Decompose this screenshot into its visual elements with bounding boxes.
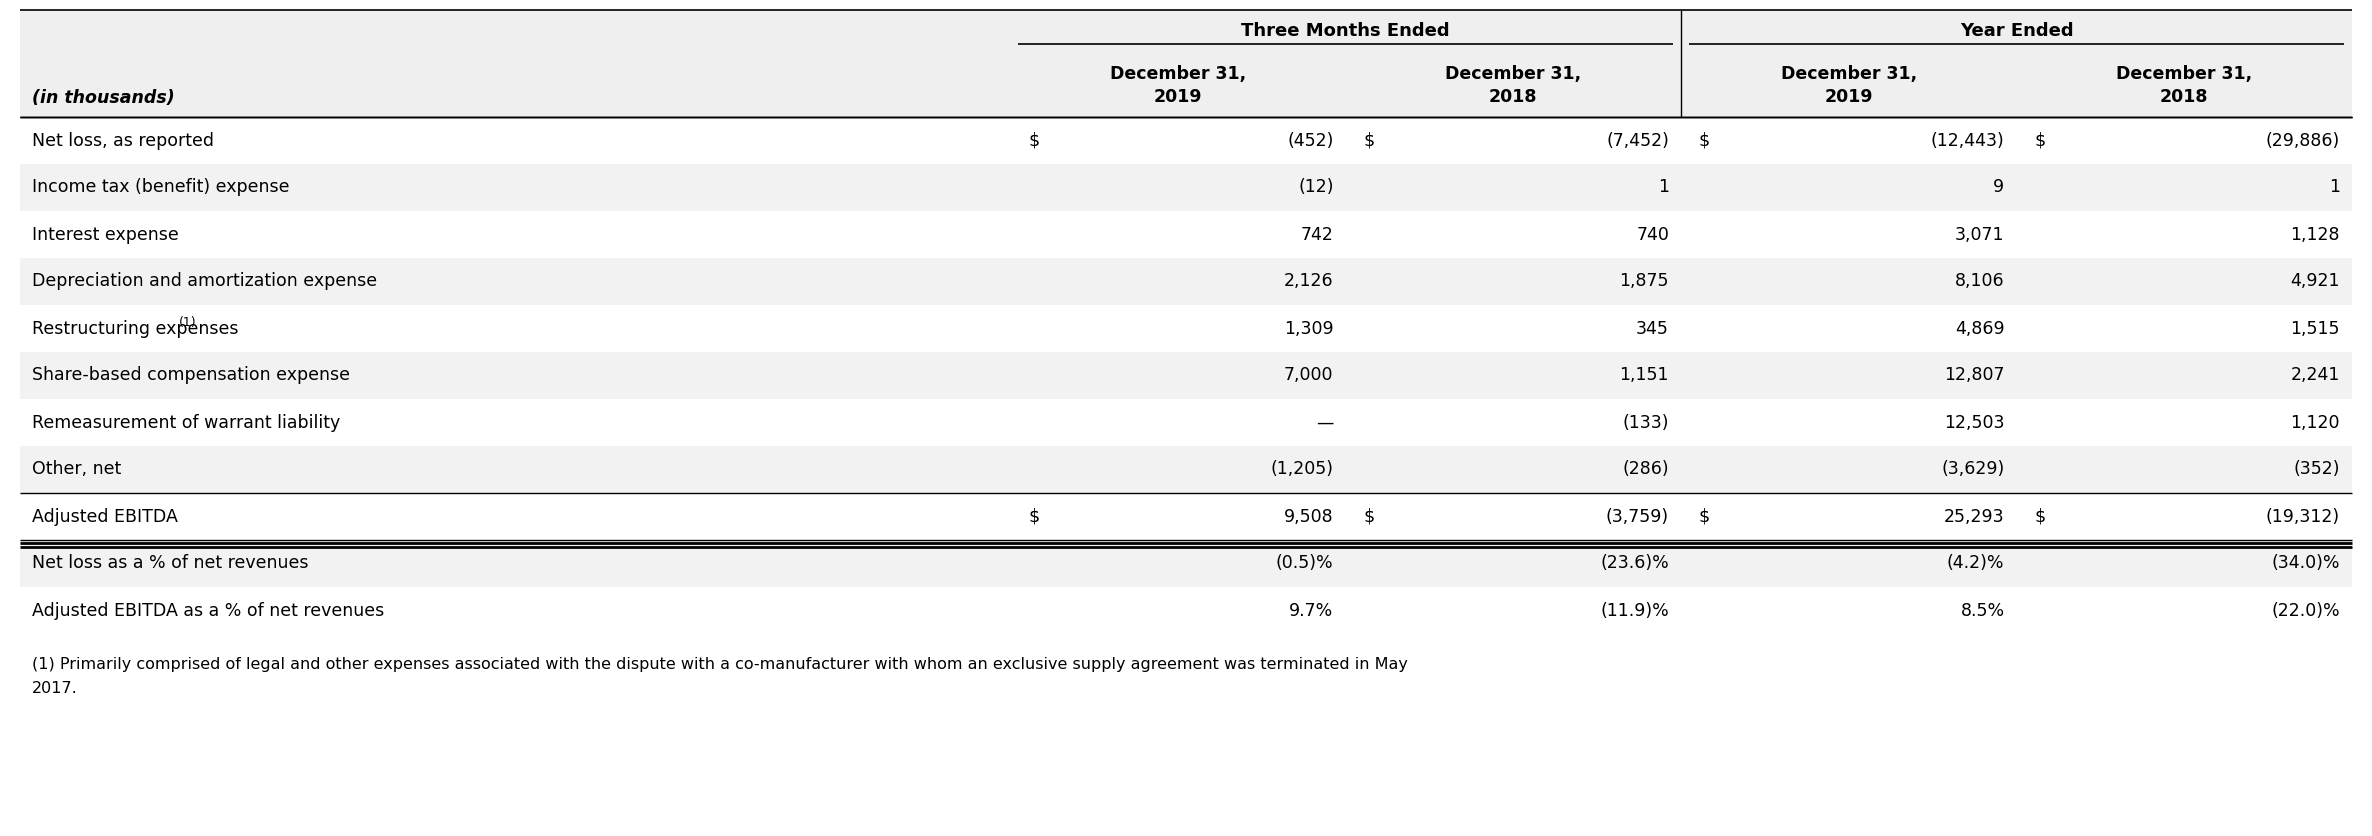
Text: (3,629): (3,629) <box>1940 461 2004 478</box>
Text: $: $ <box>2035 131 2045 150</box>
Text: Share-based compensation expense: Share-based compensation expense <box>31 366 351 385</box>
Text: (23.6)%: (23.6)% <box>1601 554 1670 573</box>
Text: 7,000: 7,000 <box>1283 366 1333 385</box>
Text: (1): (1) <box>178 316 197 329</box>
Text: $: $ <box>1698 507 1710 526</box>
Text: 2,126: 2,126 <box>1283 273 1333 290</box>
Text: $: $ <box>1698 131 1710 150</box>
Text: 740: 740 <box>1637 226 1670 243</box>
Bar <box>19 446 2353 493</box>
Text: (452): (452) <box>1288 131 1333 150</box>
Text: 8.5%: 8.5% <box>1959 601 2004 619</box>
Bar <box>19 352 2353 399</box>
Text: 1,515: 1,515 <box>2291 319 2341 338</box>
Text: $: $ <box>1027 507 1039 526</box>
Text: Interest expense: Interest expense <box>31 226 178 243</box>
Text: December 31,: December 31, <box>1445 65 1582 84</box>
Text: Three Months Ended: Three Months Ended <box>1241 22 1449 40</box>
Text: (29,886): (29,886) <box>2265 131 2341 150</box>
Text: 1,120: 1,120 <box>2291 414 2341 431</box>
Text: 4,869: 4,869 <box>1955 319 2004 338</box>
Text: 1,875: 1,875 <box>1620 273 1670 290</box>
Text: (352): (352) <box>2294 461 2341 478</box>
Text: 2018: 2018 <box>2161 88 2208 105</box>
Text: (19,312): (19,312) <box>2265 507 2341 526</box>
Text: 8,106: 8,106 <box>1955 273 2004 290</box>
Text: December 31,: December 31, <box>2116 65 2253 84</box>
Text: (0.5)%: (0.5)% <box>1276 554 1333 573</box>
Text: 12,807: 12,807 <box>1945 366 2004 385</box>
Text: 2,241: 2,241 <box>2291 366 2341 385</box>
Text: 25,293: 25,293 <box>1945 507 2004 526</box>
Text: (3,759): (3,759) <box>1606 507 1670 526</box>
Text: Income tax (benefit) expense: Income tax (benefit) expense <box>31 179 289 196</box>
Text: 1,309: 1,309 <box>1283 319 1333 338</box>
Text: 1: 1 <box>1658 179 1670 196</box>
Text: Adjusted EBITDA: Adjusted EBITDA <box>31 507 178 526</box>
Text: 2019: 2019 <box>1824 88 1874 105</box>
Text: Restructuring expenses: Restructuring expenses <box>31 319 240 338</box>
Bar <box>19 164 2353 211</box>
Text: Depreciation and amortization expense: Depreciation and amortization expense <box>31 273 377 290</box>
Text: 12,503: 12,503 <box>1945 414 2004 431</box>
Text: $: $ <box>1364 131 1376 150</box>
Text: 2017.: 2017. <box>31 681 78 696</box>
Text: (in thousands): (in thousands) <box>31 89 176 107</box>
Text: Remeasurement of warrant liability: Remeasurement of warrant liability <box>31 414 339 431</box>
Text: —: — <box>1316 414 1333 431</box>
Bar <box>19 258 2353 305</box>
Text: (12): (12) <box>1297 179 1333 196</box>
Text: 9.7%: 9.7% <box>1290 601 1333 619</box>
Text: 1,128: 1,128 <box>2291 226 2341 243</box>
Text: 1: 1 <box>2329 179 2341 196</box>
Text: $: $ <box>1364 507 1376 526</box>
Text: 3,071: 3,071 <box>1955 226 2004 243</box>
Text: December 31,: December 31, <box>1781 65 1917 84</box>
Text: (1,205): (1,205) <box>1271 461 1333 478</box>
Text: (133): (133) <box>1622 414 1670 431</box>
Text: (1) Primarily comprised of legal and other expenses associated with the dispute : (1) Primarily comprised of legal and oth… <box>31 657 1409 672</box>
Text: (286): (286) <box>1622 461 1670 478</box>
Text: 345: 345 <box>1637 319 1670 338</box>
Bar <box>19 10 2353 52</box>
Text: 2018: 2018 <box>1490 88 1537 105</box>
Text: 9: 9 <box>1992 179 2004 196</box>
Text: (7,452): (7,452) <box>1606 131 1670 150</box>
Text: (4.2)%: (4.2)% <box>1947 554 2004 573</box>
Text: Net loss, as reported: Net loss, as reported <box>31 131 213 150</box>
Text: Adjusted EBITDA as a % of net revenues: Adjusted EBITDA as a % of net revenues <box>31 601 384 619</box>
Text: 9,508: 9,508 <box>1283 507 1333 526</box>
Text: 742: 742 <box>1300 226 1333 243</box>
Text: December 31,: December 31, <box>1110 65 1245 84</box>
Text: Net loss as a % of net revenues: Net loss as a % of net revenues <box>31 554 308 573</box>
Text: $: $ <box>1027 131 1039 150</box>
Text: $: $ <box>2035 507 2045 526</box>
Text: (22.0)%: (22.0)% <box>2272 601 2341 619</box>
Text: Year Ended: Year Ended <box>1959 22 2073 40</box>
Text: 2019: 2019 <box>1153 88 1203 105</box>
Text: 4,921: 4,921 <box>2291 273 2341 290</box>
Text: (11.9)%: (11.9)% <box>1601 601 1670 619</box>
Bar <box>19 52 2353 117</box>
Bar <box>19 540 2353 587</box>
Text: (12,443): (12,443) <box>1931 131 2004 150</box>
Text: Other, net: Other, net <box>31 461 121 478</box>
Bar <box>19 10 2353 634</box>
Text: (34.0)%: (34.0)% <box>2272 554 2341 573</box>
Text: 1,151: 1,151 <box>1620 366 1670 385</box>
